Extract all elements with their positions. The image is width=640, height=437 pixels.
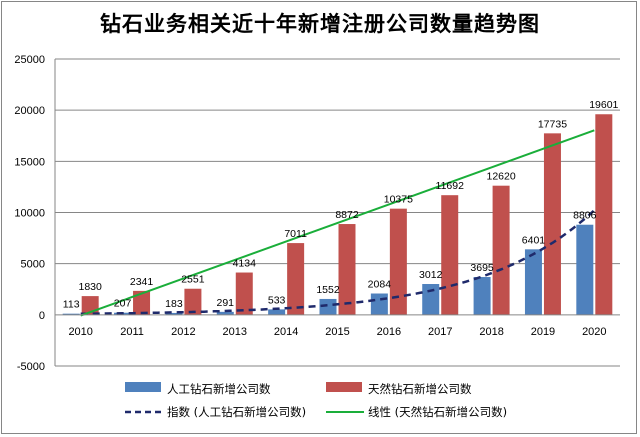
bar-人工钻石新增公司数 [524,249,542,315]
data-label: 1830 [79,281,103,293]
bar-天然钻石新增公司数 [133,290,151,315]
data-label: 207 [114,298,132,310]
bar-天然钻石新增公司数 [389,208,407,315]
y-tick-label: 20000 [14,105,45,117]
y-tick-label: 25000 [14,54,45,66]
y-tick-label: 5000 [21,259,45,271]
data-label: 12620 [486,171,515,183]
bar-天然钻石新增公司数 [543,133,561,315]
data-label: 11692 [436,180,465,192]
y-tick-label: 0 [39,310,45,322]
data-label: 8872 [335,209,359,221]
bar-人工钻石新增公司数 [216,311,234,315]
legend-swatch [125,382,161,392]
x-tick-label: 2012 [171,326,195,338]
x-tick-label: 2018 [479,326,503,338]
data-label: 8806 [573,210,597,222]
data-label: 291 [217,297,235,309]
x-tick-label: 2013 [223,326,247,338]
data-label: 3695 [470,262,494,274]
legend-label: 人工钻石新增公司数 [167,382,271,396]
data-label: 533 [268,294,286,306]
x-tick-label: 2011 [120,326,144,338]
data-label: 19601 [589,99,618,111]
trend-layer [80,129,596,317]
y-tick-label: 10000 [14,208,45,220]
legend-swatch [326,382,362,392]
chart-title: 钻石业务相关近十年新增注册公司数量趋势图 [100,11,540,36]
data-label: 4134 [233,258,257,270]
x-tick-label: 2010 [68,326,92,338]
bar-天然钻石新增公司数 [287,243,305,315]
bar-人工钻石新增公司数 [319,298,337,315]
bar-人工钻石新增公司数 [473,277,491,315]
bar-天然钻石新增公司数 [492,185,510,315]
bar-人工钻石新增公司数 [268,309,286,315]
x-tick-label: 2017 [428,326,452,338]
legend-label: 天然钻石新增公司数 [368,382,472,396]
data-label: 1552 [316,284,340,296]
bar-天然钻石新增公司数 [235,272,253,315]
data-label: 2084 [368,279,392,291]
data-label: 10375 [384,194,413,206]
linear-trendline [80,129,595,317]
x-tick-label: 2016 [377,326,401,338]
bar-人工钻石新增公司数 [62,313,80,315]
bar-天然钻石新增公司数 [338,224,356,315]
bar-人工钻石新增公司数 [370,293,388,315]
x-tick-label: 2019 [531,326,555,338]
data-label: 183 [165,298,183,310]
bar-人工钻石新增公司数 [165,312,183,315]
label-layer: 113 1830 207 2341 183 2551 291 4134 533 7011 1552 8… [63,99,619,310]
x-tick-label: 2020 [582,326,606,338]
grid-layer [55,58,620,367]
bar-layer [62,114,613,315]
data-label: 2551 [181,274,205,286]
y-tick-label: -5000 [17,361,45,373]
bar-天然钻石新增公司数 [184,288,202,315]
exponential-trendline [80,209,596,316]
bar-天然钻石新增公司数 [595,114,613,315]
axis-layer: -5000 0 5000 10000 15000 20000 25000 2010 2011 20… [14,54,620,373]
y-tick-label: 15000 [14,156,45,168]
data-label: 6401 [522,234,546,246]
x-tick-label: 2014 [274,326,298,338]
data-label: 3012 [419,269,443,281]
data-label: 17735 [538,118,567,130]
data-label: 7011 [284,228,307,240]
data-label: 2341 [130,276,154,288]
bar-天然钻石新增公司数 [441,195,459,315]
legend-label: 线性 (天然钻石新增公司数) [368,405,507,419]
bar-人工钻石新增公司数 [576,224,594,315]
legend-label: 指数 (人工钻石新增公司数) [167,405,306,419]
bar-人工钻石新增公司数 [422,284,440,315]
x-tick-label: 2015 [325,326,349,338]
data-label: 113 [63,299,80,311]
